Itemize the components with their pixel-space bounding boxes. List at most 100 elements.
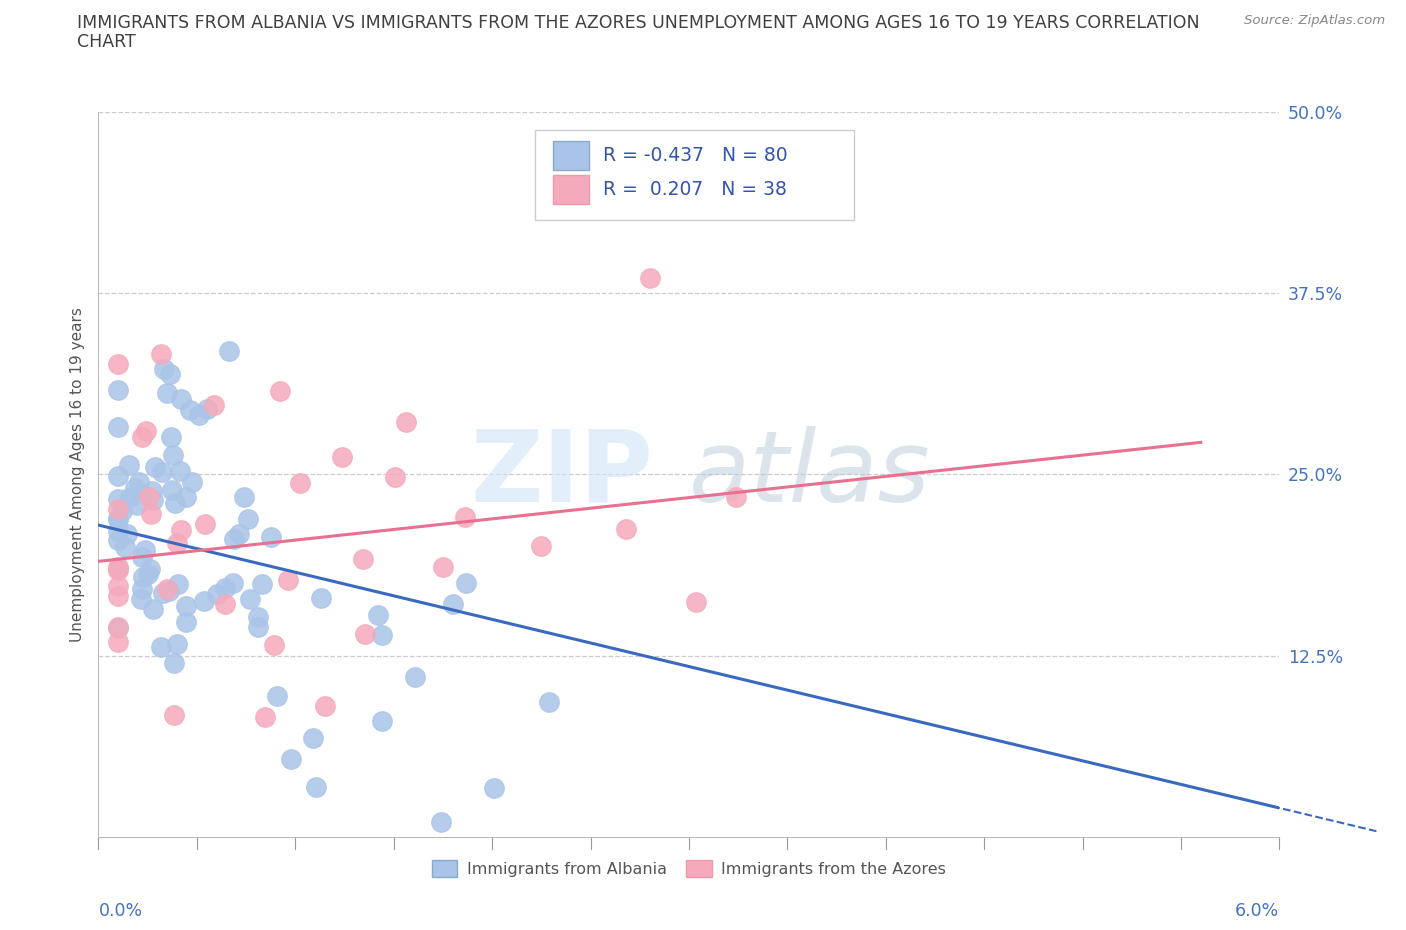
Point <box>135 423 157 438</box>
Point <box>269 384 291 399</box>
Point <box>280 751 302 766</box>
Point <box>132 569 155 584</box>
Point <box>290 475 312 490</box>
Point <box>129 591 152 606</box>
Point <box>166 535 188 550</box>
Point <box>228 526 250 541</box>
Point <box>454 509 477 524</box>
Point <box>167 577 190 591</box>
Point <box>163 656 186 671</box>
Text: R =  0.207   N = 38: R = 0.207 N = 38 <box>603 180 786 199</box>
Point <box>432 560 454 575</box>
Point <box>370 628 392 643</box>
Point <box>302 730 325 745</box>
Point <box>247 609 270 624</box>
Point <box>136 566 159 581</box>
Point <box>174 490 197 505</box>
Point <box>139 507 162 522</box>
Point <box>169 464 191 479</box>
Point <box>174 615 197 630</box>
Point <box>150 464 173 479</box>
Point <box>107 621 129 636</box>
Point <box>155 386 177 401</box>
Point <box>131 582 153 597</box>
Point <box>309 591 332 605</box>
Point <box>107 532 129 547</box>
Point <box>118 458 141 472</box>
Point <box>263 638 285 653</box>
Point <box>169 392 191 406</box>
Point <box>141 483 163 498</box>
Point <box>107 562 129 577</box>
Point <box>163 708 186 723</box>
Point <box>107 562 129 577</box>
Point <box>134 542 156 557</box>
Point <box>125 498 148 512</box>
Point <box>724 489 747 504</box>
Point <box>367 607 389 622</box>
Text: ZIP: ZIP <box>471 426 654 523</box>
Point <box>124 481 146 496</box>
Point <box>222 531 245 546</box>
Point <box>353 627 375 642</box>
Point <box>165 496 187 511</box>
Point <box>530 538 553 553</box>
Point <box>107 512 129 526</box>
Point <box>174 599 197 614</box>
Point <box>266 689 288 704</box>
Point <box>107 635 129 650</box>
Point <box>107 560 129 575</box>
Point <box>614 522 637 537</box>
Legend: Immigrants from Albania, Immigrants from the Azores: Immigrants from Albania, Immigrants from… <box>426 854 952 883</box>
Text: CHART: CHART <box>77 33 136 50</box>
Point <box>138 489 160 504</box>
FancyBboxPatch shape <box>536 130 855 220</box>
Point <box>143 459 166 474</box>
Point <box>314 698 336 713</box>
Point <box>142 602 165 617</box>
Point <box>305 779 328 794</box>
Point <box>252 577 274 591</box>
Point <box>162 448 184 463</box>
Point <box>181 475 204 490</box>
Point <box>152 586 174 601</box>
Point <box>187 407 209 422</box>
Point <box>253 709 276 724</box>
Point <box>114 539 136 554</box>
Text: R = -0.437   N = 80: R = -0.437 N = 80 <box>603 146 787 165</box>
Y-axis label: Unemployment Among Ages 16 to 19 years: Unemployment Among Ages 16 to 19 years <box>69 307 84 642</box>
Point <box>107 420 129 435</box>
FancyBboxPatch shape <box>553 176 589 205</box>
Point <box>115 526 138 541</box>
Point <box>218 343 240 358</box>
Point <box>179 402 201 417</box>
Text: 0.0%: 0.0% <box>98 902 142 921</box>
Point <box>238 512 260 526</box>
Point <box>150 347 173 362</box>
Point <box>384 470 406 485</box>
Point <box>153 361 176 376</box>
Point <box>170 523 193 538</box>
Point <box>207 587 229 602</box>
Point <box>160 430 183 445</box>
Point <box>107 469 129 484</box>
Point <box>430 815 453 830</box>
Point <box>247 619 270 634</box>
Point <box>202 397 225 412</box>
Point <box>131 430 153 445</box>
Point <box>277 573 299 588</box>
Point <box>166 637 188 652</box>
Point <box>233 489 256 504</box>
Point <box>538 694 561 709</box>
Point <box>404 670 426 684</box>
Point <box>107 619 129 634</box>
Point <box>214 596 236 611</box>
Point <box>454 575 477 590</box>
Point <box>484 780 506 795</box>
Point <box>239 592 262 607</box>
Text: Source: ZipAtlas.com: Source: ZipAtlas.com <box>1244 14 1385 27</box>
Point <box>260 529 283 544</box>
Point <box>107 589 129 604</box>
Point <box>159 366 181 381</box>
Point <box>214 580 236 595</box>
